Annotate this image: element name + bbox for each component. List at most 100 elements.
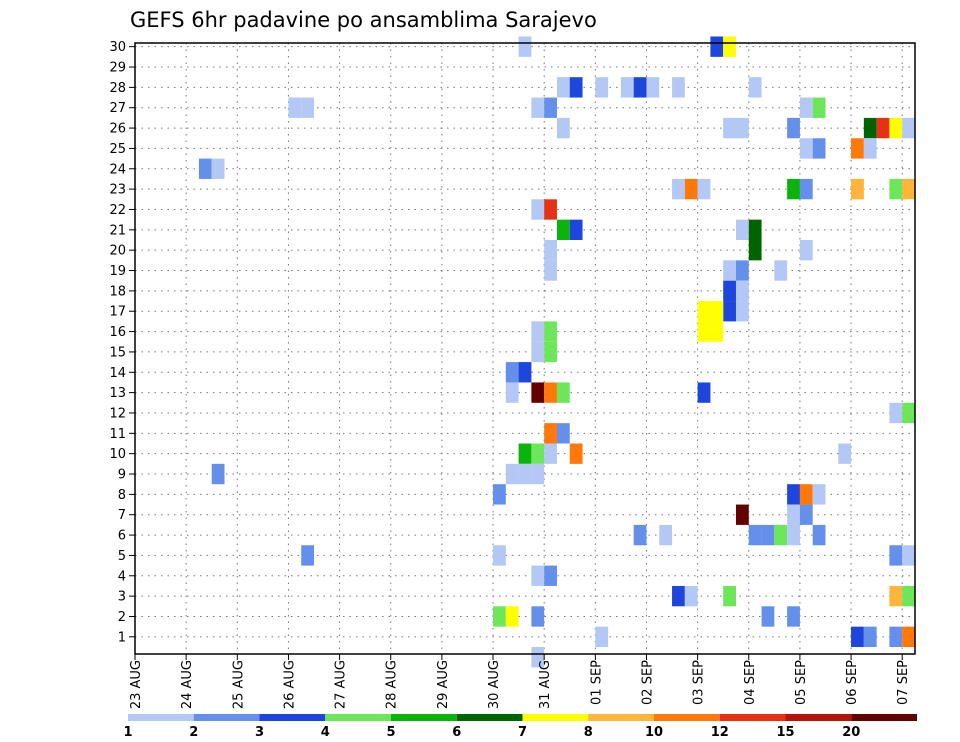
precipitation-cell: [544, 565, 557, 586]
precipitation-cell: [723, 117, 736, 139]
y-tick-label: 19: [109, 264, 126, 279]
precipitation-cell: [493, 545, 506, 566]
y-tick-label: 14: [109, 366, 126, 381]
y-tick-label: 21: [109, 223, 126, 238]
precipitation-cell: [774, 260, 788, 281]
y-tick-label: 4: [118, 569, 126, 584]
precipitation-cell: [505, 606, 519, 627]
colorbar-label: 3: [255, 725, 264, 740]
precipitation-cell: [544, 423, 557, 444]
precipitation-cell: [569, 443, 583, 464]
precipitation-cell: [620, 77, 634, 98]
precipitation-cell: [761, 524, 775, 546]
precipitation-cell: [889, 585, 903, 607]
precipitation-cell: [672, 77, 685, 98]
colorbar-label: 1: [123, 725, 132, 740]
colorbar-label: 4: [321, 725, 330, 740]
precipitation-cell: [684, 585, 698, 607]
colorbar-label: 7: [518, 725, 527, 740]
precipitation-cell: [556, 423, 570, 444]
precipitation-cell: [774, 524, 788, 546]
precipitation-cell: [531, 321, 545, 342]
colorbar-segment: [522, 714, 589, 721]
precipitation-cell: [889, 626, 903, 647]
precipitation-cell: [633, 77, 647, 98]
precipitation-cell: [697, 382, 711, 403]
precipitation-cell: [889, 402, 903, 424]
y-tick-label: 1: [118, 630, 126, 645]
precipitation-cell: [889, 545, 903, 566]
precipitation-cell: [301, 97, 315, 118]
precipitation-cell: [659, 524, 673, 546]
date-axis: 23 AUG 24 AUG 25 AUG 26 AUG 27 AUG 28 AUG 29 A…: [129, 654, 911, 709]
precipitation-cell: [799, 240, 813, 261]
member-axis: 1234567891011121314151617181920212223242…: [109, 40, 135, 645]
precipitation-cell: [812, 524, 826, 546]
precipitation-cell: [799, 138, 813, 159]
y-tick-label: 27: [109, 101, 126, 116]
precipitation-cell: [723, 301, 736, 322]
y-tick-label: 24: [109, 162, 126, 177]
precipitation-cell: [735, 219, 749, 240]
precipitation-cell: [723, 585, 736, 607]
precipitation-cell: [556, 382, 570, 403]
x-tick-label: 23 AUG: [129, 660, 144, 709]
precipitation-cell: [838, 443, 852, 464]
precipitation-cell: [902, 402, 915, 424]
precipitation-cell: [710, 36, 724, 57]
precipitation-cell: [748, 240, 762, 261]
precipitation-cell: [748, 219, 762, 240]
precipitation-cell: [684, 178, 698, 200]
y-tick-label: 30: [109, 40, 126, 55]
precipitation-cell: [518, 362, 532, 383]
y-tick-label: 20: [109, 244, 126, 259]
y-tick-label: 2: [118, 610, 126, 625]
precipitation-cell: [672, 585, 685, 607]
precipitation-cell: [288, 97, 302, 118]
precipitation-cell: [799, 97, 813, 118]
y-tick-label: 16: [109, 325, 126, 340]
x-tick-label: 24 AUG: [180, 660, 195, 709]
precipitation-cell: [198, 158, 212, 179]
y-tick-label: 23: [109, 183, 126, 198]
colorbar-segment: [193, 714, 260, 721]
precipitation-cell: [544, 97, 557, 118]
y-tick-label: 28: [109, 81, 126, 96]
precipitation-cell: [595, 77, 609, 98]
precipitation-cell: [531, 443, 545, 464]
y-tick-label: 26: [109, 122, 126, 137]
precipitation-cell: [863, 117, 877, 139]
precipitation-cell: [863, 626, 877, 647]
precipitation-cell: [787, 484, 800, 505]
x-tick-label: 28 AUG: [385, 660, 400, 709]
precipitation-cell: [544, 382, 557, 403]
precipitation-cell: [493, 606, 506, 627]
x-tick-label: 01 SEP: [589, 660, 604, 705]
precipitation-cell: [812, 484, 826, 505]
x-tick-label: 27 AUG: [334, 660, 349, 709]
colorbar-segment: [719, 714, 786, 721]
colorbar: 1 2 3 4 5 6 7 8 10 12 15 20: [123, 714, 917, 740]
y-tick-label: 10: [109, 447, 126, 462]
y-tick-label: 15: [109, 345, 126, 360]
precipitation-cell: [889, 117, 903, 139]
plot-frame: [134, 42, 916, 655]
precipitation-cell: [531, 97, 545, 118]
precipitation-cell: [876, 117, 890, 139]
precipitation-cell: [748, 77, 762, 98]
precipitation-cell: [544, 321, 557, 342]
precipitation-cell: [211, 463, 225, 485]
precipitation-cell: [633, 524, 647, 546]
precipitation-cell: [851, 138, 864, 159]
precipitation-cell: [799, 178, 813, 200]
y-tick-label: 6: [118, 529, 126, 544]
y-tick-label: 5: [118, 549, 126, 564]
precipitation-cell: [735, 117, 749, 139]
precipitation-cell: [735, 301, 749, 322]
precipitation-cell: [518, 463, 532, 485]
precipitation-cells: [198, 36, 915, 668]
precipitation-cell: [211, 158, 225, 179]
precipitation-cell: [646, 77, 660, 98]
precipitation-cell: [902, 117, 915, 139]
precipitation-cell: [863, 138, 877, 159]
